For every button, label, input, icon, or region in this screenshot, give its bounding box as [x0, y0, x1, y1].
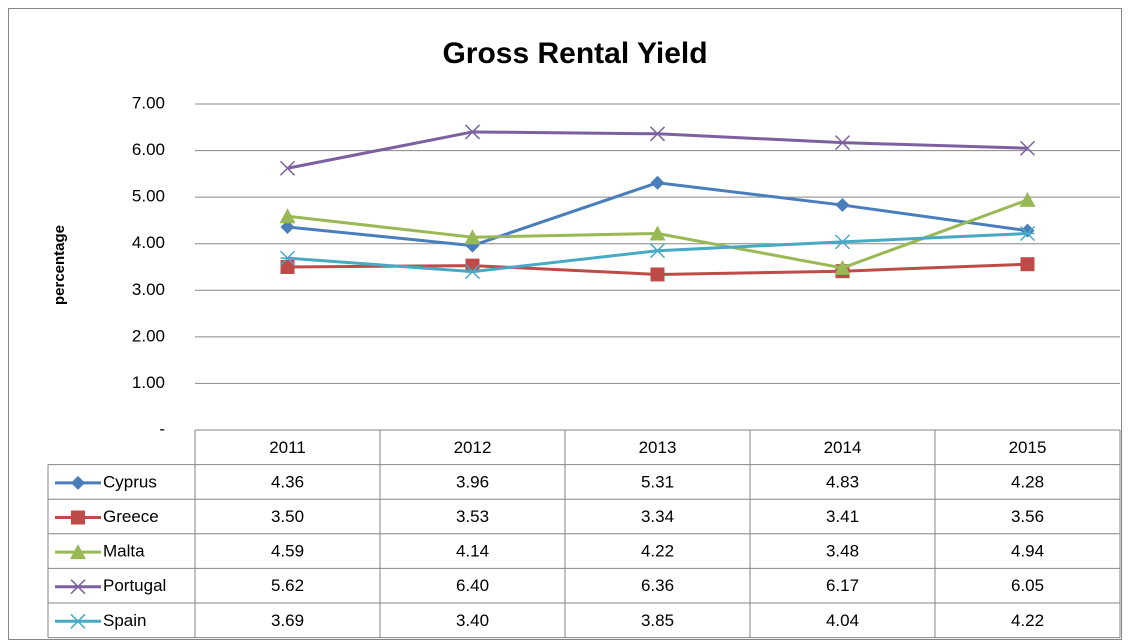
table-cell: 3.34 — [641, 507, 674, 526]
marker — [834, 234, 851, 250]
table-cell: 3.48 — [826, 542, 859, 561]
marker — [71, 510, 85, 525]
marker — [649, 243, 666, 259]
marker — [649, 126, 666, 142]
table-cell: 6.40 — [456, 576, 489, 595]
table-cell: 3.41 — [826, 507, 859, 526]
table-cell: 4.22 — [641, 542, 674, 561]
table-cell: 6.17 — [826, 576, 859, 595]
legend-label: Portugal — [103, 576, 166, 595]
marker — [464, 264, 481, 280]
table-cell: 4.22 — [1011, 611, 1044, 630]
chart-title: Gross Rental Yield — [442, 37, 707, 70]
table-cell: 3.50 — [271, 507, 304, 526]
y-axis-label: percentage — [51, 225, 68, 305]
y-tick-label: 3.00 — [132, 280, 165, 299]
table-cell: 3.85 — [641, 611, 674, 630]
y-tick-label: 6.00 — [132, 140, 165, 159]
x-tick-label: 2012 — [454, 438, 492, 457]
y-tick-label: 5.00 — [132, 187, 165, 206]
marker — [70, 613, 86, 629]
table-cell: 3.96 — [456, 472, 489, 491]
y-tick-label: 7.00 — [132, 93, 165, 112]
marker — [834, 135, 851, 151]
marker — [1019, 225, 1036, 241]
y-tick-label: - — [159, 419, 165, 438]
table-cell: 5.31 — [641, 472, 674, 491]
marker — [70, 544, 86, 560]
legend-label: Malta — [103, 542, 145, 561]
marker — [835, 198, 850, 213]
legend-label: Cyprus — [103, 472, 157, 491]
table-cell: 6.36 — [641, 576, 674, 595]
legend-label: Greece — [103, 507, 159, 526]
marker — [279, 250, 296, 266]
marker — [464, 124, 481, 140]
table-cell: 3.53 — [456, 507, 489, 526]
y-tick-label: 2.00 — [132, 326, 165, 345]
marker — [650, 175, 665, 190]
marker — [464, 229, 481, 245]
table-cell: 4.59 — [271, 542, 304, 561]
marker — [1020, 257, 1035, 272]
table-cell: 4.36 — [271, 472, 304, 491]
x-tick-label: 2015 — [1009, 438, 1047, 457]
marker — [649, 225, 666, 241]
marker — [280, 260, 295, 274]
marker — [279, 208, 296, 224]
legend-label: Spain — [103, 611, 146, 630]
table-cell: 4.28 — [1011, 472, 1044, 491]
table-cell: 4.94 — [1011, 542, 1044, 561]
x-tick-label: 2014 — [824, 438, 862, 457]
y-tick-label: 1.00 — [132, 373, 165, 392]
x-tick-label: 2011 — [269, 438, 306, 457]
marker — [70, 579, 86, 595]
table-cell: 6.05 — [1011, 576, 1044, 595]
table-cell: 4.83 — [826, 472, 859, 491]
table-cell: 4.04 — [826, 611, 859, 630]
table-cell: 5.62 — [271, 576, 304, 595]
marker — [279, 160, 296, 176]
table-cell: 4.14 — [456, 542, 489, 561]
x-tick-label: 2013 — [639, 438, 677, 457]
marker — [650, 267, 665, 282]
y-tick-label: 4.00 — [132, 233, 165, 252]
table-cell: 3.40 — [456, 611, 489, 630]
table-cell: 3.56 — [1011, 507, 1044, 526]
marker — [1019, 140, 1036, 156]
marker — [834, 259, 851, 275]
table-cell: 3.69 — [271, 611, 304, 630]
marker — [1019, 191, 1036, 207]
marker — [71, 475, 85, 490]
marker — [280, 219, 295, 234]
